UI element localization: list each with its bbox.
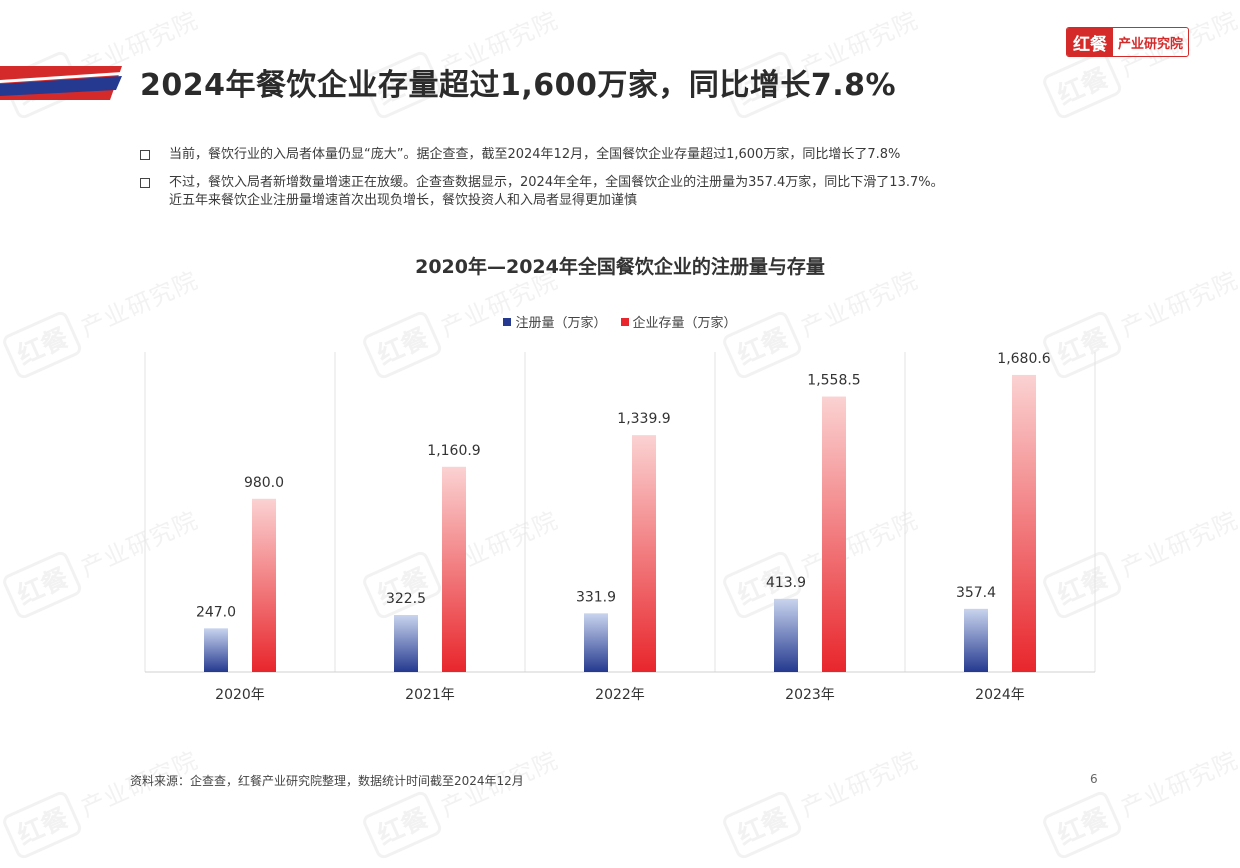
legend-label: 企业存量（万家） [632, 316, 737, 331]
bar-registrations [774, 598, 798, 672]
data-label-stock: 1,680.6 [997, 351, 1051, 367]
x-tick-label: 2022年 [595, 687, 645, 703]
bar-stock [442, 466, 466, 672]
bullet-item: 不过，餐饮入局者新增数量增速正在放缓。企查查数据显示，2024年全年，全国餐饮企… [140, 174, 1150, 210]
legend-item-registrations: 注册量（万家） [503, 312, 607, 331]
legend-swatch-blue [503, 317, 512, 326]
bullet-square-icon [140, 178, 150, 188]
data-label-registrations: 247.0 [196, 604, 236, 620]
legend-label: 注册量（万家） [515, 316, 607, 331]
x-tick-label: 2021年 [405, 687, 455, 703]
data-label-stock: 1,558.5 [807, 373, 860, 389]
brand-mark: 红餐 [1067, 28, 1113, 56]
brand-logo: 红餐 产业研究院 [1066, 27, 1190, 57]
x-tick-label: 2024年 [975, 687, 1025, 703]
data-label-registrations: 331.9 [576, 589, 616, 605]
bar-stock [822, 396, 846, 672]
legend-swatch-red [620, 317, 629, 326]
title-accent-bar [0, 66, 122, 100]
x-tick-label: 2020年 [215, 687, 265, 703]
data-label-registrations: 357.4 [956, 585, 996, 601]
bar-registrations [584, 613, 608, 672]
page-number: 6 [1090, 772, 1098, 786]
legend-item-stock: 企业存量（万家） [620, 312, 737, 331]
chart-title: 2020年—2024年全国餐饮企业的注册量与存量 [415, 256, 825, 278]
bullet-text: 不过，餐饮入局者新增数量增速正在放缓。企查查数据显示，2024年全年，全国餐饮企… [169, 175, 944, 208]
data-label-stock: 1,339.9 [617, 411, 670, 427]
bar-stock [1012, 374, 1036, 672]
bullet-text: 当前，餐饮行业的入局者体量仍显“庞大”。据企查查，截至2024年12月，全国餐饮… [169, 147, 901, 162]
bar-stock [252, 498, 276, 672]
bar-registrations [204, 628, 228, 672]
data-label-stock: 1,160.9 [427, 443, 480, 459]
brand-text: 产业研究院 [1118, 36, 1184, 52]
source-note: 资料来源：企查查，红餐产业研究院整理，数据统计时间截至2024年12月 [130, 774, 524, 788]
bullet-list: 当前，餐饮行业的入局者体量仍显“庞大”。据企查查，截至2024年12月，全国餐饮… [140, 146, 1150, 220]
x-tick-label: 2023年 [785, 687, 835, 703]
bar-registrations [964, 608, 988, 672]
page-title: 2024年餐饮企业存量超过1,600万家，同比增长7.8% [140, 68, 897, 103]
bar-chart: 247.0 980.0 2020年 322.5 1,160.9 2021年 331.9 1,3… [144, 351, 1096, 703]
bullet-item: 当前，餐饮行业的入局者体量仍显“庞大”。据企查查，截至2024年12月，全国餐饮… [140, 146, 1150, 164]
data-label-registrations: 322.5 [386, 591, 426, 607]
bar-stock [632, 435, 656, 672]
bar-registrations [394, 614, 418, 672]
chart-legend: 注册量（万家） 企业存量（万家） [0, 312, 1240, 331]
bullet-square-icon [140, 150, 150, 160]
data-label-stock: 980.0 [244, 475, 284, 491]
data-label-registrations: 413.9 [766, 575, 806, 591]
